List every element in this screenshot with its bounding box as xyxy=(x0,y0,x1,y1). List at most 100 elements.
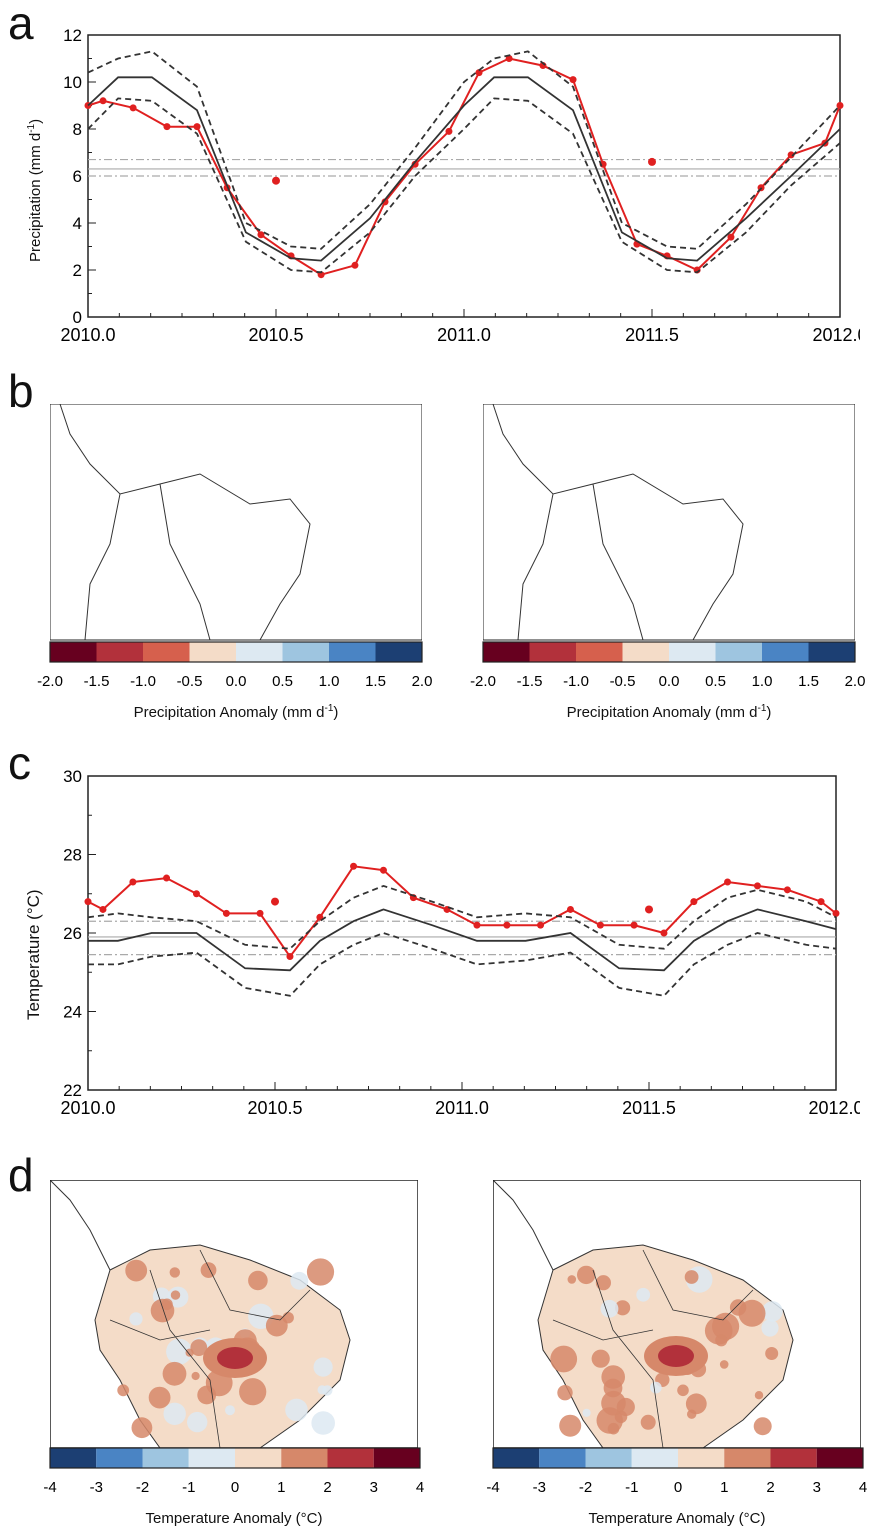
temp-observed-point xyxy=(660,929,668,937)
precip-observed-point xyxy=(163,123,171,131)
temp-map-right-anomaly-patch xyxy=(636,1287,651,1302)
temp-observed-point xyxy=(286,953,294,961)
temp-map-right-anomaly-patch xyxy=(601,1365,625,1389)
temp-map-right-anomaly-patch xyxy=(550,1345,578,1373)
temp-x-tick-label: 2010.5 xyxy=(247,1098,302,1118)
temp-map-right-anomaly-patch xyxy=(754,1391,764,1400)
temp-map-left-anomaly-patch xyxy=(131,1417,153,1439)
precip-observed-point xyxy=(569,76,577,84)
precip-colorbar-left-tick-label: 1.5 xyxy=(365,673,386,690)
temp-colorbar-left-tick-label: 4 xyxy=(416,1479,424,1496)
temp-map-left-anomaly-patch xyxy=(311,1411,336,1435)
temp-series-model-lower xyxy=(88,932,837,997)
precip-colorbar-right: -2.0 -1.5 -1.0 -0.5 0.0 0.5 1.0 1.5 2.0 xyxy=(470,641,866,690)
precip-observed-point xyxy=(445,127,453,135)
precip-x-tick-label: 2010.0 xyxy=(60,325,115,345)
temp-x-tick-label: 2011.0 xyxy=(435,1098,489,1118)
temp-map-left-anomaly-patch xyxy=(290,1271,309,1290)
precip-colorbar-right-tick-label: 1.0 xyxy=(752,673,773,690)
temp-observed-point xyxy=(753,882,761,890)
temp-map-right-anomaly-patch xyxy=(762,1301,783,1322)
precip-colorbar-label-left: Precipitation Anomaly (mm d-1) xyxy=(133,703,339,721)
temp-map-left-anomaly-patch xyxy=(148,1386,171,1409)
precip-series-model-lower xyxy=(87,97,841,274)
temp-map-right-anomaly-patch xyxy=(761,1319,779,1337)
precip-colorbar-left-tick-label: 0.5 xyxy=(272,673,293,690)
temp-map-right-anomaly-patch xyxy=(719,1360,729,1369)
precip-colorbar-right-tick-label: 2.0 xyxy=(845,673,866,690)
temp-observed-point xyxy=(192,890,200,898)
temp-observed-point xyxy=(222,909,230,917)
temp-map-right-anomaly-patch xyxy=(615,1300,631,1316)
precip-x-tick-label: 2011.5 xyxy=(625,325,679,345)
temp-map-right-anomaly-patch xyxy=(577,1265,596,1285)
temp-colorbar-right-tick-label: 0 xyxy=(674,1479,682,1496)
temp-colorbar-left-tick-label: 1 xyxy=(277,1479,285,1496)
precip-colorbar-right-tick-label: 0.5 xyxy=(705,673,726,690)
temp-x-tick-label: 2010.0 xyxy=(60,1098,115,1118)
precip-map-left-frame xyxy=(50,404,422,641)
temp-colorbar-left-tick-label: 3 xyxy=(370,1479,378,1496)
temp-map-right-hot-region xyxy=(658,1345,694,1367)
temp-colorbar-right-tick-label: -3 xyxy=(533,1479,546,1496)
temp-observed-point xyxy=(503,921,511,929)
precipitation-timeseries-chart: 0 2 4 6 8 10 12 2010.0 2010.5 2011.0 2011.5 2012.0 xyxy=(60,26,860,345)
temp-map-right-anomaly-patch xyxy=(684,1270,699,1284)
temp-y-tick-label: 26 xyxy=(63,924,82,943)
temp-map-left-anomaly-patch xyxy=(187,1411,208,1433)
precip-observed-point xyxy=(505,55,513,62)
temp-map-right-anomaly-patch xyxy=(687,1409,697,1419)
temp-map-right-anomaly-patch xyxy=(650,1381,662,1394)
temp-map-left-anomaly-patch xyxy=(166,1338,193,1365)
precip-colorbar-left-tick-label: -0.5 xyxy=(177,673,203,690)
temp-observed-point xyxy=(99,905,107,913)
temp-observed-point xyxy=(783,886,791,894)
temp-map-left-central-america xyxy=(50,1180,111,1271)
temp-map-right-anomaly-patch xyxy=(765,1347,779,1360)
temp-map-right-borders xyxy=(552,1249,754,1448)
precip-colorbar-left-swatch xyxy=(96,642,143,662)
temp-map-left-anomaly-patch xyxy=(129,1312,143,1326)
precip-observed-point xyxy=(411,160,419,168)
temp-map-right-anomaly-patch xyxy=(640,1414,656,1430)
precip-colorbar-right-swatch xyxy=(576,642,623,662)
precip-colorbar-right-swatch xyxy=(622,642,669,662)
temp-map-left-anomaly-patch xyxy=(169,1267,180,1278)
temperature-timeseries-chart: 22 24 26 28 30 2010.0 2010.5 2011.0 2011.5 2012.0 xyxy=(60,770,860,1118)
temp-colorbar-right-tick-label: 1 xyxy=(720,1479,728,1496)
precip-observed-point xyxy=(727,233,735,241)
temp-map-left-hot-region xyxy=(217,1347,253,1369)
temp-colorbar-right-tick-label: 4 xyxy=(859,1479,867,1496)
temp-colorbar-left-swatch xyxy=(142,1448,189,1468)
precip-series-observed xyxy=(87,57,841,276)
precip-colorbar-left-swatch xyxy=(329,642,376,662)
temp-colorbar-right-tick-label: 2 xyxy=(766,1479,774,1496)
temp-observed-point xyxy=(817,898,825,906)
temp-colorbar-right-tick-label: -1 xyxy=(625,1479,638,1496)
precip-series-model-upper xyxy=(87,50,841,250)
precip-colorbar-left-swatch xyxy=(282,642,329,662)
temp-observed-point xyxy=(350,862,358,870)
temp-colorbar-right-tick-label: -4 xyxy=(486,1479,499,1496)
precip-map-right-frame xyxy=(483,404,855,641)
temp-map-left-anomaly-patch xyxy=(322,1385,333,1396)
temp-map-left-anomaly-patch xyxy=(191,1371,200,1381)
temp-plot-frame xyxy=(87,775,837,1091)
temp-colorbar-right-swatch xyxy=(816,1448,863,1468)
precip-y-tick-label: 8 xyxy=(73,120,82,139)
temp-map-right-anomaly-patch xyxy=(596,1407,623,1434)
temp-colorbar-right-swatch xyxy=(493,1448,540,1468)
temp-map-right-anomaly-patch xyxy=(685,1393,707,1415)
temp-colorbar-right-frame xyxy=(492,1447,864,1469)
temp-colorbar-left-tick-label: 0 xyxy=(231,1479,239,1496)
temp-map-right-central-america xyxy=(493,1180,554,1271)
precip-annual-mean-point xyxy=(648,157,656,166)
temp-x-tick-label: 2011.5 xyxy=(622,1098,676,1118)
precip-colorbar-right-tick-label: -2.0 xyxy=(470,673,496,690)
precip-observed-point xyxy=(193,123,201,131)
temp-annual-mean-point xyxy=(645,905,653,914)
temp-map-left-anomaly-patch xyxy=(248,1270,268,1291)
precip-colorbar-right-swatch xyxy=(762,642,809,662)
precip-annual-mean-point xyxy=(272,176,280,185)
temp-colorbar-right-swatch xyxy=(770,1448,817,1468)
